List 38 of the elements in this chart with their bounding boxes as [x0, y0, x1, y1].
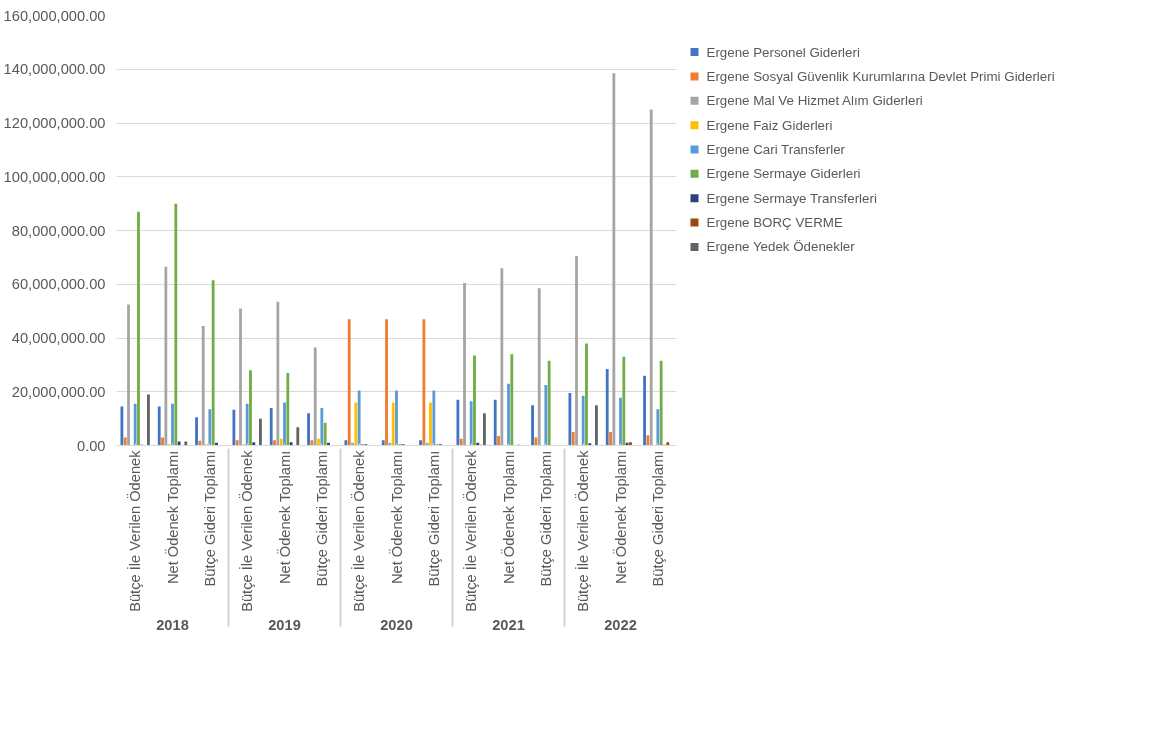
- legend-label: Ergene Personel Giderleri: [706, 44, 860, 60]
- legend-label: Ergene Mal Ve Hizmet Alım Giderleri: [706, 93, 923, 109]
- text: 2018: [156, 616, 189, 633]
- x-tick-label: Bütçe Gideri Toplamı: [425, 450, 442, 587]
- legend-label: Ergene BORÇ VERME: [706, 215, 843, 231]
- x-tick-label: Net Ödenek Toplamı: [275, 450, 293, 585]
- x-tick-label: Net Ödenek Toplamı: [611, 450, 629, 585]
- x-tick-label: Bütçe İle Verilen Ödenek: [126, 449, 144, 612]
- x-tick-label: Net Ödenek Toplamı: [163, 450, 181, 585]
- y-tick-label: 120,000,000.00: [3, 115, 106, 131]
- legend-label: Ergene Faiz Giderleri: [706, 117, 833, 133]
- x-tick-label: Bütçe İle Verilen Ödenek: [462, 449, 480, 612]
- legend-label: Ergene Cari Transferler: [706, 142, 846, 157]
- x-tick-label: Bütçe Gideri Toplamı: [201, 450, 218, 587]
- text: 2021: [492, 616, 525, 633]
- legend-label: Ergene Yedek Ödenekler: [706, 239, 856, 255]
- x-tick-label: Net Ödenek Toplamı: [387, 450, 405, 585]
- legend-label: Ergene Sermaye Transferleri: [706, 190, 877, 206]
- text: 2019: [268, 616, 301, 633]
- y-tick-label: 160,000,000.00: [3, 7, 106, 24]
- y-tick-label: 80,000,000.00: [11, 222, 106, 239]
- x-tick-label: Bütçe Gideri Toplamı: [649, 450, 666, 587]
- text: 2022: [604, 616, 637, 633]
- y-tick-label: 40,000,000.00: [11, 330, 106, 346]
- x-tick-label: Bütçe İle Verilen Ödenek: [238, 449, 256, 612]
- y-tick-label: 20,000,000.00: [11, 383, 106, 400]
- y-tick-label: 60,000,000.00: [11, 276, 106, 293]
- legend-label: Ergene Sermaye Giderleri: [706, 166, 861, 182]
- x-tick-label: Bütçe İle Verilen Ödenek: [574, 449, 592, 612]
- text: 2020: [380, 616, 413, 633]
- x-tick-label: Net Ödenek Toplamı: [499, 450, 517, 585]
- x-tick-label: Bütçe Gideri Toplamı: [313, 450, 330, 587]
- y-tick-label: 140,000,000.00: [3, 61, 106, 78]
- y-tick-label: 100,000,000.00: [3, 168, 106, 185]
- y-tick-label: 0.00: [76, 437, 106, 454]
- legend-label: Ergene Sosyal Güvenlik Kurumlarına Devlet Primi Giderleri: [706, 68, 1055, 84]
- x-tick-label: Bütçe Gideri Toplamı: [537, 450, 554, 587]
- x-tick-label: Bütçe İle Verilen Ödenek: [350, 449, 368, 612]
